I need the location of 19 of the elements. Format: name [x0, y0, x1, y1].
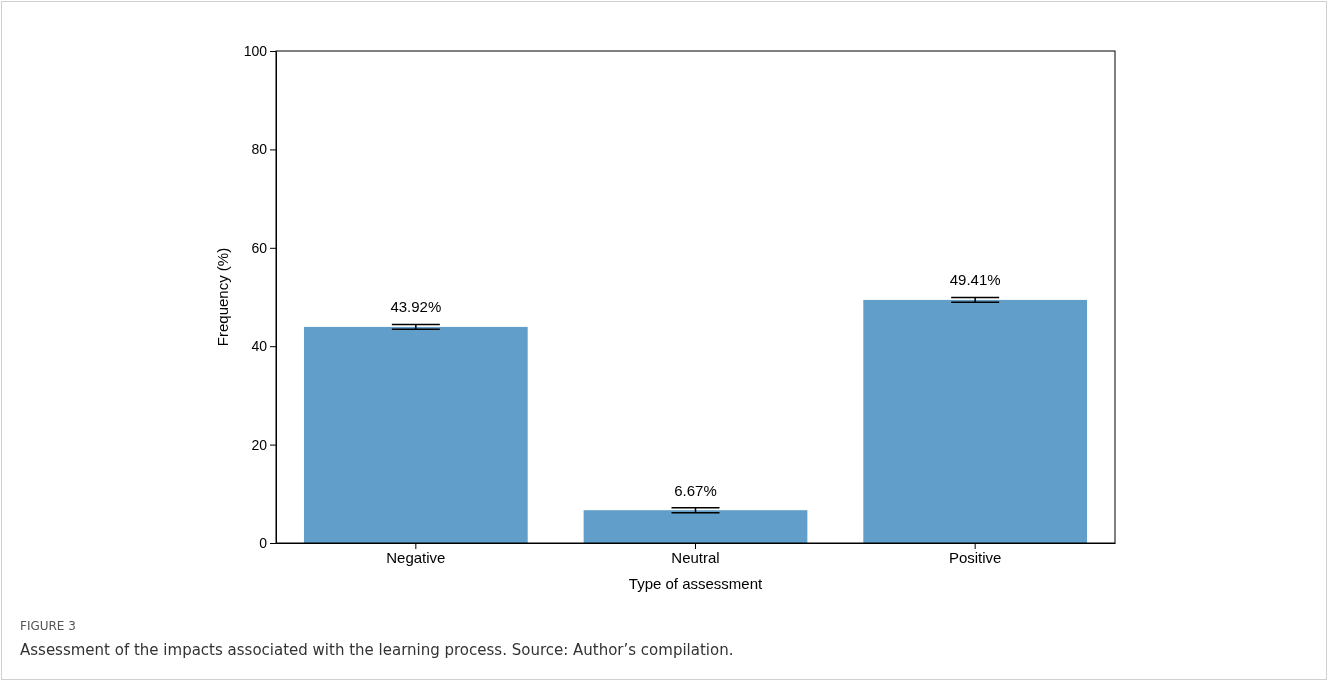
x-tick-label: Negative — [386, 548, 446, 566]
data-label: 6.67% — [674, 481, 717, 499]
x-axis-title: Type of assessment — [628, 575, 764, 592]
x-tick-label: Positive — [948, 548, 1002, 566]
y-axis-title: Frequency (%) — [214, 247, 231, 347]
y-tick-label: 0 — [259, 534, 268, 551]
y-tick-label: 80 — [251, 141, 268, 158]
caption: FIGURE 3 — [20, 619, 76, 633]
bar — [583, 510, 808, 543]
data-label: 43.92% — [390, 298, 442, 316]
bar — [303, 326, 528, 543]
bar — [863, 299, 1088, 543]
text: Assessment of the impacts associated with the learning process. Source: Author’s compilation. — [20, 641, 734, 659]
x-tick-label: Neutral — [671, 548, 720, 566]
y-tick-label: 40 — [251, 338, 268, 355]
y-tick-label: 100 — [243, 42, 268, 59]
data-label: 49.41% — [949, 271, 1001, 289]
y-tick-label: 60 — [251, 239, 268, 256]
y-tick-label: 20 — [251, 436, 268, 453]
